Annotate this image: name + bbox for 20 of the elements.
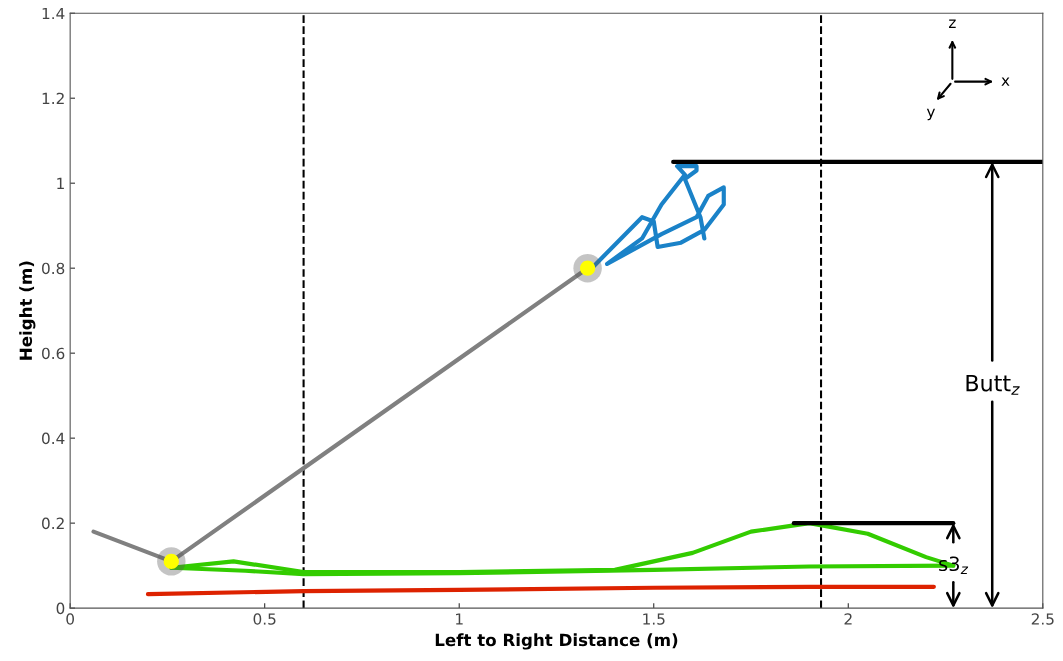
y-tick-label: 0.4 bbox=[42, 432, 65, 445]
y-tick-label: 0.2 bbox=[42, 517, 64, 530]
annotation: Butt$_{z}$ bbox=[966, 374, 1020, 395]
y-tick-label: 0.8 bbox=[42, 262, 65, 275]
annotation: y bbox=[926, 108, 936, 121]
x-tick-label: 2 bbox=[844, 613, 852, 625]
y-tick-label: 1.4 bbox=[42, 7, 65, 20]
x-tick-label: 0 bbox=[66, 613, 74, 625]
annotation: x bbox=[1001, 77, 1010, 86]
y-tick-label: 1.2 bbox=[42, 92, 64, 105]
x-tick-label: 1 bbox=[456, 613, 463, 625]
y-tick-label: 0 bbox=[56, 602, 65, 615]
y-tick-label: 0.6 bbox=[42, 347, 65, 360]
x-axis-title: Left to Right Distance (m) bbox=[435, 633, 678, 650]
y-axis-title: Height (m) bbox=[19, 261, 36, 360]
x-tick-label: 2.5 bbox=[1031, 613, 1054, 625]
x-tick-label: 1.5 bbox=[643, 613, 665, 625]
y-tick-label: 1 bbox=[57, 177, 64, 189]
x-tick-label: 0.5 bbox=[253, 613, 276, 625]
annotation: z bbox=[948, 19, 956, 28]
